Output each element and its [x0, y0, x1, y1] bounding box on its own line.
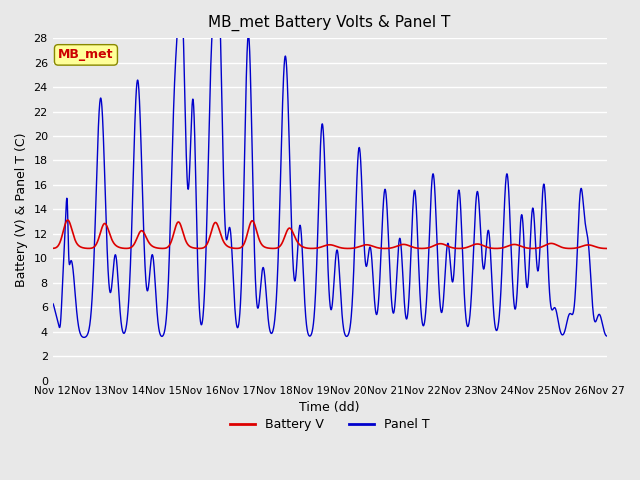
Y-axis label: Battery (V) & Panel T (C): Battery (V) & Panel T (C) — [15, 132, 28, 287]
Legend: Battery V, Panel T: Battery V, Panel T — [225, 413, 435, 436]
X-axis label: Time (dd): Time (dd) — [300, 401, 360, 414]
Text: MB_met: MB_met — [58, 48, 114, 61]
Title: MB_met Battery Volts & Panel T: MB_met Battery Volts & Panel T — [209, 15, 451, 31]
